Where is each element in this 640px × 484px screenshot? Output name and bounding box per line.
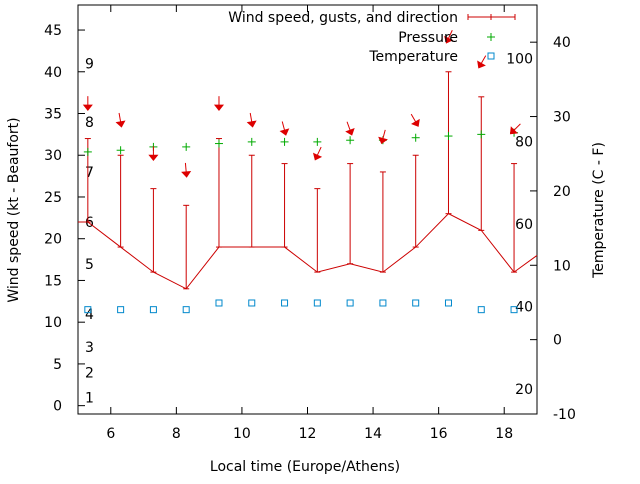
y2-tick-label: -10: [553, 407, 576, 423]
y2-tick-label: 40: [553, 35, 571, 51]
beaufort-label: 7: [85, 165, 94, 181]
fahrenheit-label: 100: [506, 52, 533, 68]
beaufort-label: 4: [85, 307, 94, 323]
temperature-point: [444, 299, 452, 307]
x-axis-label: Local time (Europe/Athens): [210, 459, 400, 475]
y-tick-label: 25: [44, 190, 62, 206]
legend-label: Temperature: [368, 49, 458, 65]
fahrenheit-label: 60: [515, 217, 533, 233]
pressure-point: [214, 139, 223, 148]
beaufort-label: 5: [85, 257, 94, 273]
arrow-head: [213, 104, 225, 111]
temperature-point: [248, 299, 256, 307]
beaufort-label: 9: [85, 56, 94, 72]
arrow-head: [477, 60, 486, 69]
wind-direction-arrow: [378, 129, 388, 145]
y-tick-label: 10: [44, 315, 62, 331]
temperature-point: [313, 299, 321, 307]
temperature-point: [412, 299, 420, 307]
wind-direction-arrow: [82, 96, 93, 111]
y2-tick-label: 30: [553, 110, 571, 126]
temperature-point: [510, 306, 518, 314]
wind-direction-arrow: [410, 113, 420, 127]
temperature-point: [117, 306, 125, 314]
pressure-point: [346, 136, 355, 145]
temperature-point: [182, 306, 190, 314]
y-tick-label: 5: [53, 357, 62, 373]
y-tick-label: 30: [44, 148, 62, 164]
x-tick-label: 10: [233, 426, 251, 442]
wind-direction-arrow: [444, 30, 454, 44]
y-tick-label: 0: [53, 399, 62, 415]
wind-direction-arrow: [213, 96, 225, 111]
wind-direction-arrow: [279, 121, 290, 136]
beaufort-label: 1: [85, 390, 94, 406]
wind-direction-arrow: [148, 146, 159, 162]
wind-direction-arrow: [246, 112, 257, 128]
wind-direction-arrow: [181, 162, 192, 178]
x-tick-label: 14: [364, 426, 382, 442]
pressure-point: [477, 130, 486, 139]
arrow-head: [411, 118, 420, 127]
pressure-point: [83, 147, 92, 156]
wind-direction-arrow: [477, 55, 487, 69]
y-tick-label: 15: [44, 273, 62, 289]
plot-frame: [77, 4, 538, 415]
y-tick-label: 20: [44, 232, 62, 248]
wind-direction-arrow: [115, 112, 126, 128]
x-tick-label: 6: [106, 426, 115, 442]
legend-label: Wind speed, gusts, and direction: [228, 10, 458, 26]
y-tick-label: 35: [44, 107, 62, 123]
wind-direction-arrow: [345, 121, 355, 136]
temperature-point: [149, 306, 157, 314]
x-tick-label: 8: [172, 426, 181, 442]
legend-label: Pressure: [398, 30, 458, 46]
fahrenheit-label: 40: [515, 300, 533, 316]
beaufort-label: 2: [85, 365, 94, 381]
arrow-head: [82, 104, 93, 111]
x-tick-label: 18: [495, 426, 513, 442]
x-tick-label: 12: [299, 426, 317, 442]
y2-tick-label: 10: [553, 258, 571, 274]
pressure-point: [116, 146, 125, 155]
arrow-head: [279, 128, 290, 136]
temperature-point: [281, 299, 289, 307]
pressure-point: [411, 133, 420, 142]
wind-speed-line: [78, 213, 538, 290]
legend-temperature-box: [487, 52, 495, 60]
y2-axis-label: Temperature (C - F): [591, 142, 607, 279]
arrow-head: [148, 154, 159, 162]
temperature-point: [215, 299, 223, 307]
arrow-head: [115, 120, 126, 128]
temperature-point: [346, 299, 354, 307]
pressure-point: [182, 142, 191, 151]
pressure-point: [280, 137, 289, 146]
fahrenheit-label: 20: [515, 382, 533, 398]
wind-direction-arrow: [509, 123, 521, 135]
y-tick-label: 40: [44, 65, 62, 81]
pressure-point: [313, 137, 322, 146]
arrow-head: [312, 152, 323, 161]
beaufort-label: 3: [85, 340, 94, 356]
temperature-point: [84, 306, 92, 314]
arrow-head: [246, 120, 257, 128]
pressure-point: [247, 137, 256, 146]
arrow-head: [378, 136, 388, 145]
temperature-point: [477, 306, 485, 314]
temperature-point: [379, 299, 387, 307]
pressure-point: [444, 132, 453, 141]
y-axis-label: Wind speed (kt - Beaufort): [6, 117, 22, 302]
y2-tick-label: 0: [553, 333, 562, 349]
beaufort-label: 8: [85, 115, 94, 131]
fahrenheit-label: 80: [515, 134, 533, 150]
x-tick-label: 16: [430, 426, 448, 442]
arrow-head: [181, 171, 192, 178]
y-tick-label: 45: [44, 23, 62, 39]
arrow-head: [509, 126, 518, 135]
y2-tick-label: 20: [553, 184, 571, 200]
arrow-head: [345, 128, 355, 136]
wind-direction-arrow: [312, 146, 323, 161]
arrow-head: [444, 35, 454, 44]
